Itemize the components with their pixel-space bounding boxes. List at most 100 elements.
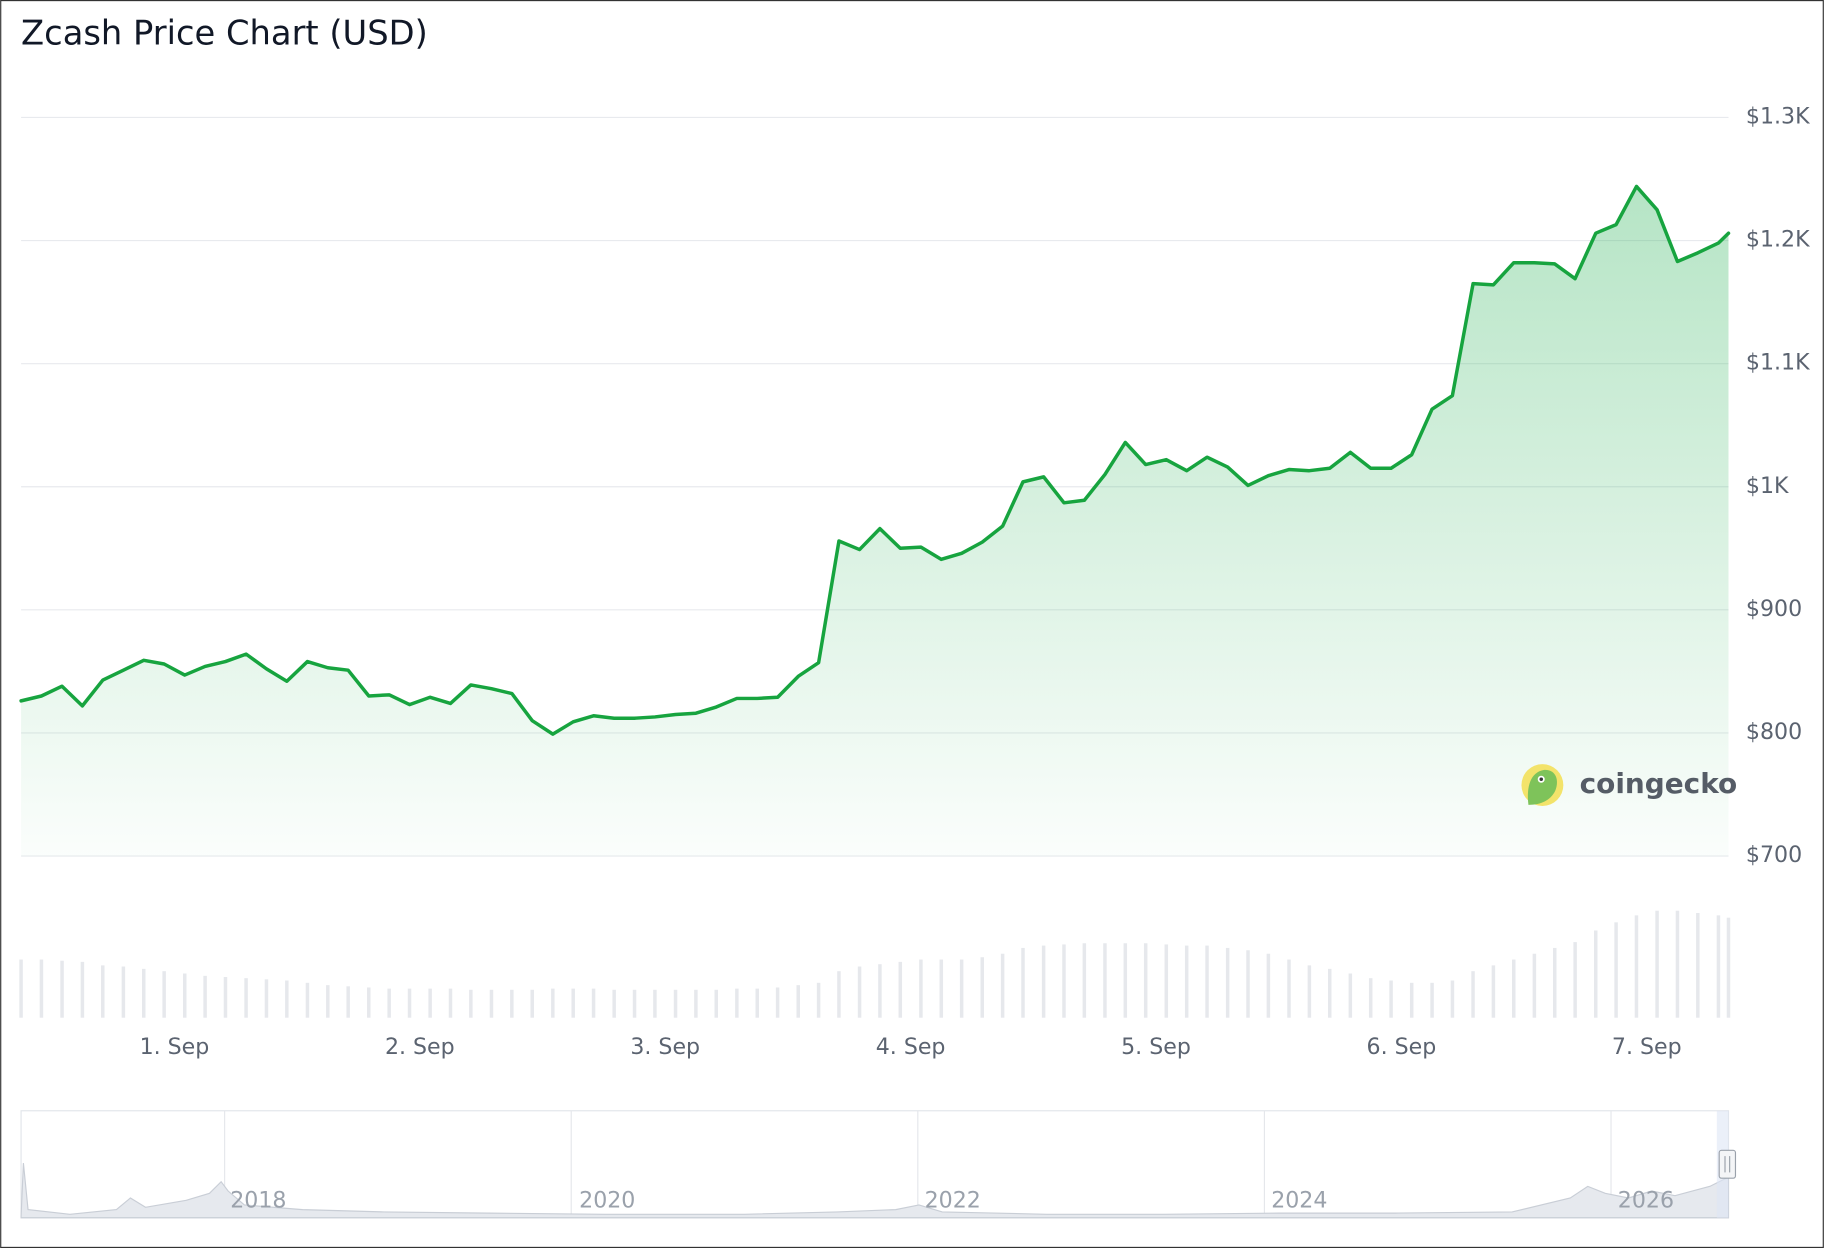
volume-bar	[1348, 973, 1353, 1018]
volume-bar	[1103, 943, 1107, 1018]
volume-bar	[1307, 965, 1312, 1018]
volume-bar	[1246, 950, 1250, 1018]
volume-bar	[796, 985, 800, 1018]
volume-bar	[1573, 942, 1577, 1018]
volume-bar	[530, 989, 534, 1018]
volume-bar	[285, 980, 289, 1018]
navigator-area	[20, 1163, 1730, 1219]
volume-bar	[1696, 913, 1700, 1018]
volume-bar	[571, 988, 575, 1018]
volume-bar	[346, 986, 350, 1018]
volume-bar	[1512, 959, 1516, 1018]
logo-pupil	[1539, 777, 1543, 782]
area-fill	[21, 186, 1729, 857]
volume-bar	[632, 989, 637, 1018]
navigator-label: 2022	[925, 1187, 981, 1213]
volume-bar	[489, 989, 494, 1018]
y-tick-label: $900	[1746, 596, 1802, 622]
navigator-label: 2026	[1618, 1187, 1674, 1213]
volume-bar	[1655, 910, 1659, 1018]
volume-bar	[1021, 947, 1025, 1018]
volume-bar	[1675, 910, 1680, 1018]
volume-bar	[1450, 980, 1455, 1018]
volume-bar	[1491, 965, 1496, 1018]
volume-bar	[1164, 944, 1169, 1018]
chart-title: Zcash Price Chart (USD)	[21, 13, 428, 52]
volume-bar	[223, 976, 228, 1018]
volume-bar	[264, 979, 269, 1018]
volume-bar	[959, 959, 964, 1018]
volume-bar	[694, 989, 698, 1018]
volume-bar	[469, 989, 473, 1018]
volume-bar	[939, 959, 944, 1018]
y-tick-label: $1.1K	[1746, 350, 1810, 376]
y-tick-label: $1.2K	[1746, 227, 1810, 253]
volume-bar	[1430, 982, 1434, 1018]
y-tick-label: $800	[1746, 719, 1802, 745]
navigator: 2018 2020 2022 2024 2026	[20, 1110, 1737, 1219]
volume-bar	[919, 959, 923, 1018]
volume-bar	[407, 988, 412, 1018]
x-tick-label: 4. Sep	[876, 1034, 946, 1060]
volume-bar	[878, 964, 882, 1018]
x-tick-label: 5. Sep	[1121, 1034, 1191, 1060]
volume-bar	[244, 978, 248, 1018]
volume-bar	[837, 971, 841, 1018]
volume-bar	[367, 987, 371, 1018]
volume-bar	[1409, 982, 1414, 1018]
volume-bar	[121, 966, 126, 1018]
volume-bar	[387, 988, 391, 1018]
y-tick-label: $700	[1746, 842, 1802, 868]
volume-bar	[183, 973, 187, 1018]
watermark: coingecko	[1521, 764, 1737, 807]
volume-bar	[612, 989, 616, 1018]
navigator-label: 2020	[579, 1187, 635, 1213]
volume-bar	[326, 985, 330, 1018]
x-tick-label: 2. Sep	[385, 1034, 455, 1060]
volume-bar	[1634, 915, 1639, 1018]
volume-bar	[653, 989, 657, 1018]
volume-bar	[1368, 978, 1373, 1018]
volume-bar	[305, 982, 310, 1018]
volume-bar	[1184, 945, 1189, 1018]
volume-bar	[1143, 943, 1148, 1018]
volume-bar	[39, 959, 44, 1018]
volume-bar	[898, 961, 903, 1018]
volume-bar	[1389, 980, 1393, 1018]
volume-bar	[714, 989, 719, 1018]
navigator-handle[interactable]	[1718, 1149, 1737, 1179]
volume-bar	[510, 989, 514, 1018]
volume-bar	[162, 971, 166, 1018]
volume-bar	[1205, 945, 1209, 1018]
volume-bar	[755, 988, 759, 1018]
volume-bar	[1614, 922, 1618, 1018]
volume-bar	[1000, 953, 1005, 1018]
volume-bar	[980, 957, 985, 1018]
x-tick-label: 3. Sep	[630, 1034, 700, 1060]
volume-bar	[1716, 915, 1721, 1018]
x-tick-label: 6. Sep	[1367, 1034, 1437, 1060]
volume-bar	[1593, 930, 1598, 1018]
volume-bar	[551, 988, 555, 1018]
volume-bar	[428, 988, 432, 1018]
volume-bar	[80, 961, 85, 1018]
volume-bar	[60, 960, 64, 1018]
volume-bar	[1123, 943, 1128, 1018]
volume-bar	[1287, 959, 1291, 1018]
volume-bar	[1041, 945, 1046, 1018]
volume-bar	[448, 988, 453, 1018]
volume-bar	[857, 966, 862, 1018]
volume-bar	[1726, 917, 1731, 1018]
volume-bar	[1327, 968, 1332, 1018]
navigator-label: 2024	[1271, 1187, 1327, 1213]
volume-bar	[775, 987, 780, 1018]
volume-bar	[1553, 947, 1557, 1018]
volume-bar	[1225, 947, 1230, 1018]
navigator-box	[20, 1110, 1730, 1219]
volume-bar	[735, 988, 739, 1018]
volume-bar	[816, 982, 821, 1018]
x-tick-label: 1. Sep	[140, 1034, 210, 1060]
navigator-label: 2018	[230, 1187, 286, 1213]
volume-bar	[1471, 971, 1475, 1018]
